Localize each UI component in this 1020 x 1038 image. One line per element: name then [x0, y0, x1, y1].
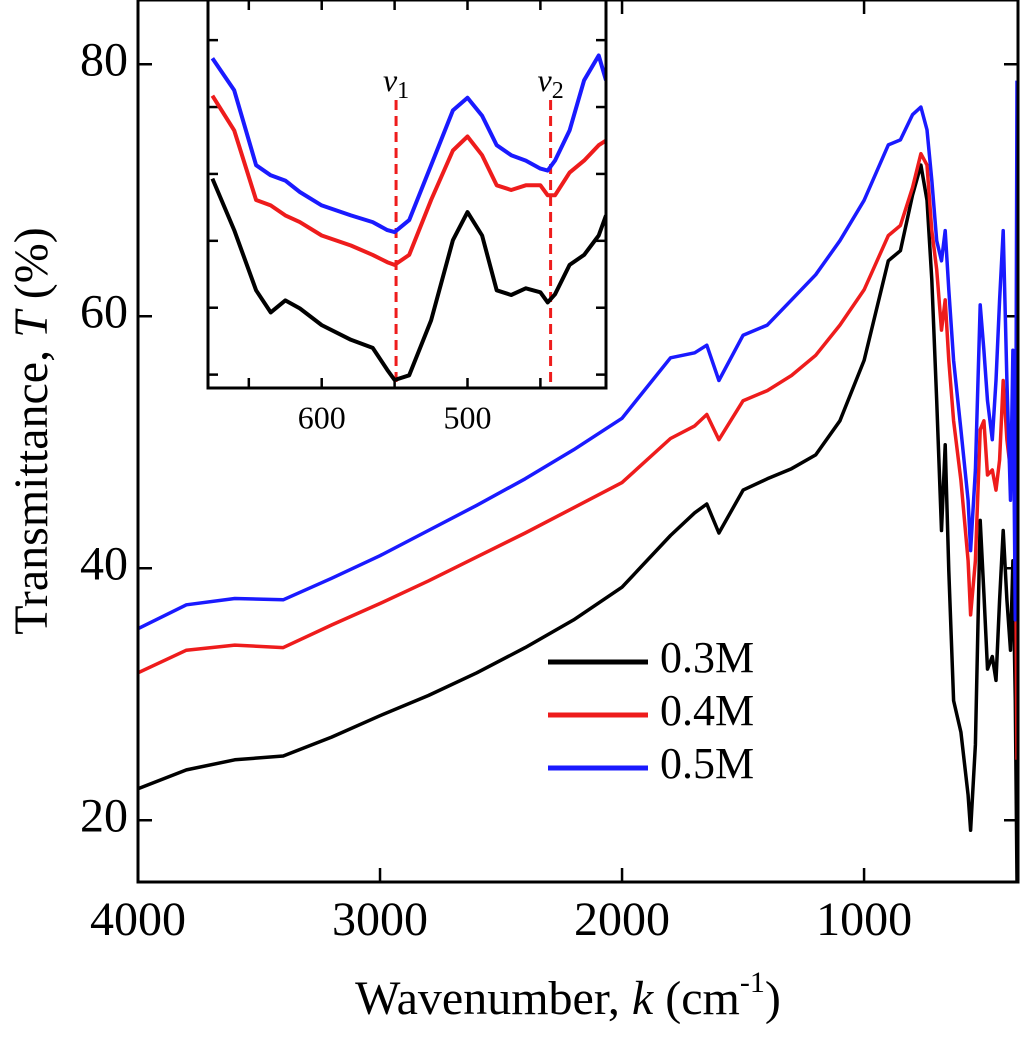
- annotation-subscript: 2: [552, 78, 564, 104]
- y-tick-label: 60: [80, 285, 128, 338]
- x-axis-label: Wavenumber, k (cm-1): [355, 966, 781, 1025]
- series-line: [210, 53, 606, 235]
- plot-frame: [206, 0, 608, 390]
- annotation-label: v1: [383, 62, 409, 103]
- x-tick-label: 4000: [90, 893, 186, 946]
- x-tick-label: 2000: [574, 893, 670, 946]
- series-line: [210, 177, 606, 382]
- x-tick-label: 500: [444, 399, 492, 435]
- x-tick-label: 3000: [332, 893, 428, 946]
- legend-label: 0.3M: [660, 633, 754, 682]
- plot-frame: [136, 0, 1020, 884]
- y-axis-label-part: T: [5, 308, 58, 338]
- annotation-symbol: v: [537, 62, 552, 98]
- annotation-subscript: 1: [397, 78, 409, 104]
- y-tick-label: 20: [80, 789, 128, 842]
- x-axis-label-part: k: [632, 972, 655, 1025]
- series-line: [138, 163, 1018, 881]
- x-axis-label-part: (cm: [653, 972, 740, 1025]
- annotation-symbol: v: [383, 62, 398, 98]
- x-axis-label-part: -1: [740, 966, 765, 999]
- series-line: [138, 151, 1018, 760]
- x-tick-label: 1000: [816, 893, 912, 946]
- series-line: [210, 94, 606, 267]
- x-axis-label-part: ): [765, 972, 781, 1025]
- series-line: [138, 80, 1018, 631]
- y-axis-label-part: Transmittance,: [5, 338, 58, 635]
- legend-label: 0.4M: [660, 686, 754, 735]
- y-tick-label: 40: [80, 537, 128, 590]
- annotation-label: v2: [537, 62, 563, 103]
- y-axis-label: Transmittance, T (%): [5, 227, 58, 635]
- y-axis-label-part: (%): [5, 227, 58, 311]
- legend-label: 0.5M: [660, 739, 754, 788]
- x-axis-label-part: Wavenumber,: [355, 972, 632, 1025]
- plot-background: [208, 0, 606, 388]
- x-tick-label: 600: [298, 399, 346, 435]
- y-tick-label: 80: [80, 33, 128, 86]
